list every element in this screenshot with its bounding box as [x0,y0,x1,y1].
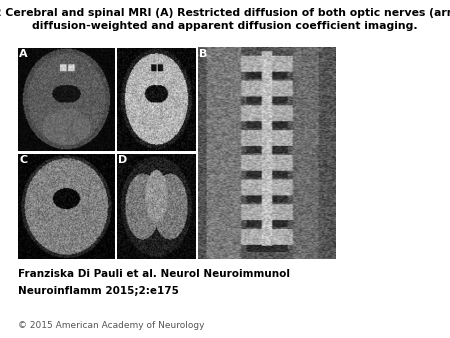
Text: Figure 2 Cerebral and spinal MRI (A) Restricted diffusion of both optic nerves (: Figure 2 Cerebral and spinal MRI (A) Res… [0,8,450,31]
Text: Franziska Di Pauli et al. Neurol Neuroimmunol: Franziska Di Pauli et al. Neurol Neuroim… [18,269,290,279]
Text: B: B [199,49,208,59]
Text: Neuroinflamm 2015;2:e175: Neuroinflamm 2015;2:e175 [18,286,179,296]
Text: C: C [19,155,27,165]
Text: D: D [118,155,127,165]
Text: © 2015 American Academy of Neurology: © 2015 American Academy of Neurology [18,320,204,330]
Text: A: A [19,49,28,59]
